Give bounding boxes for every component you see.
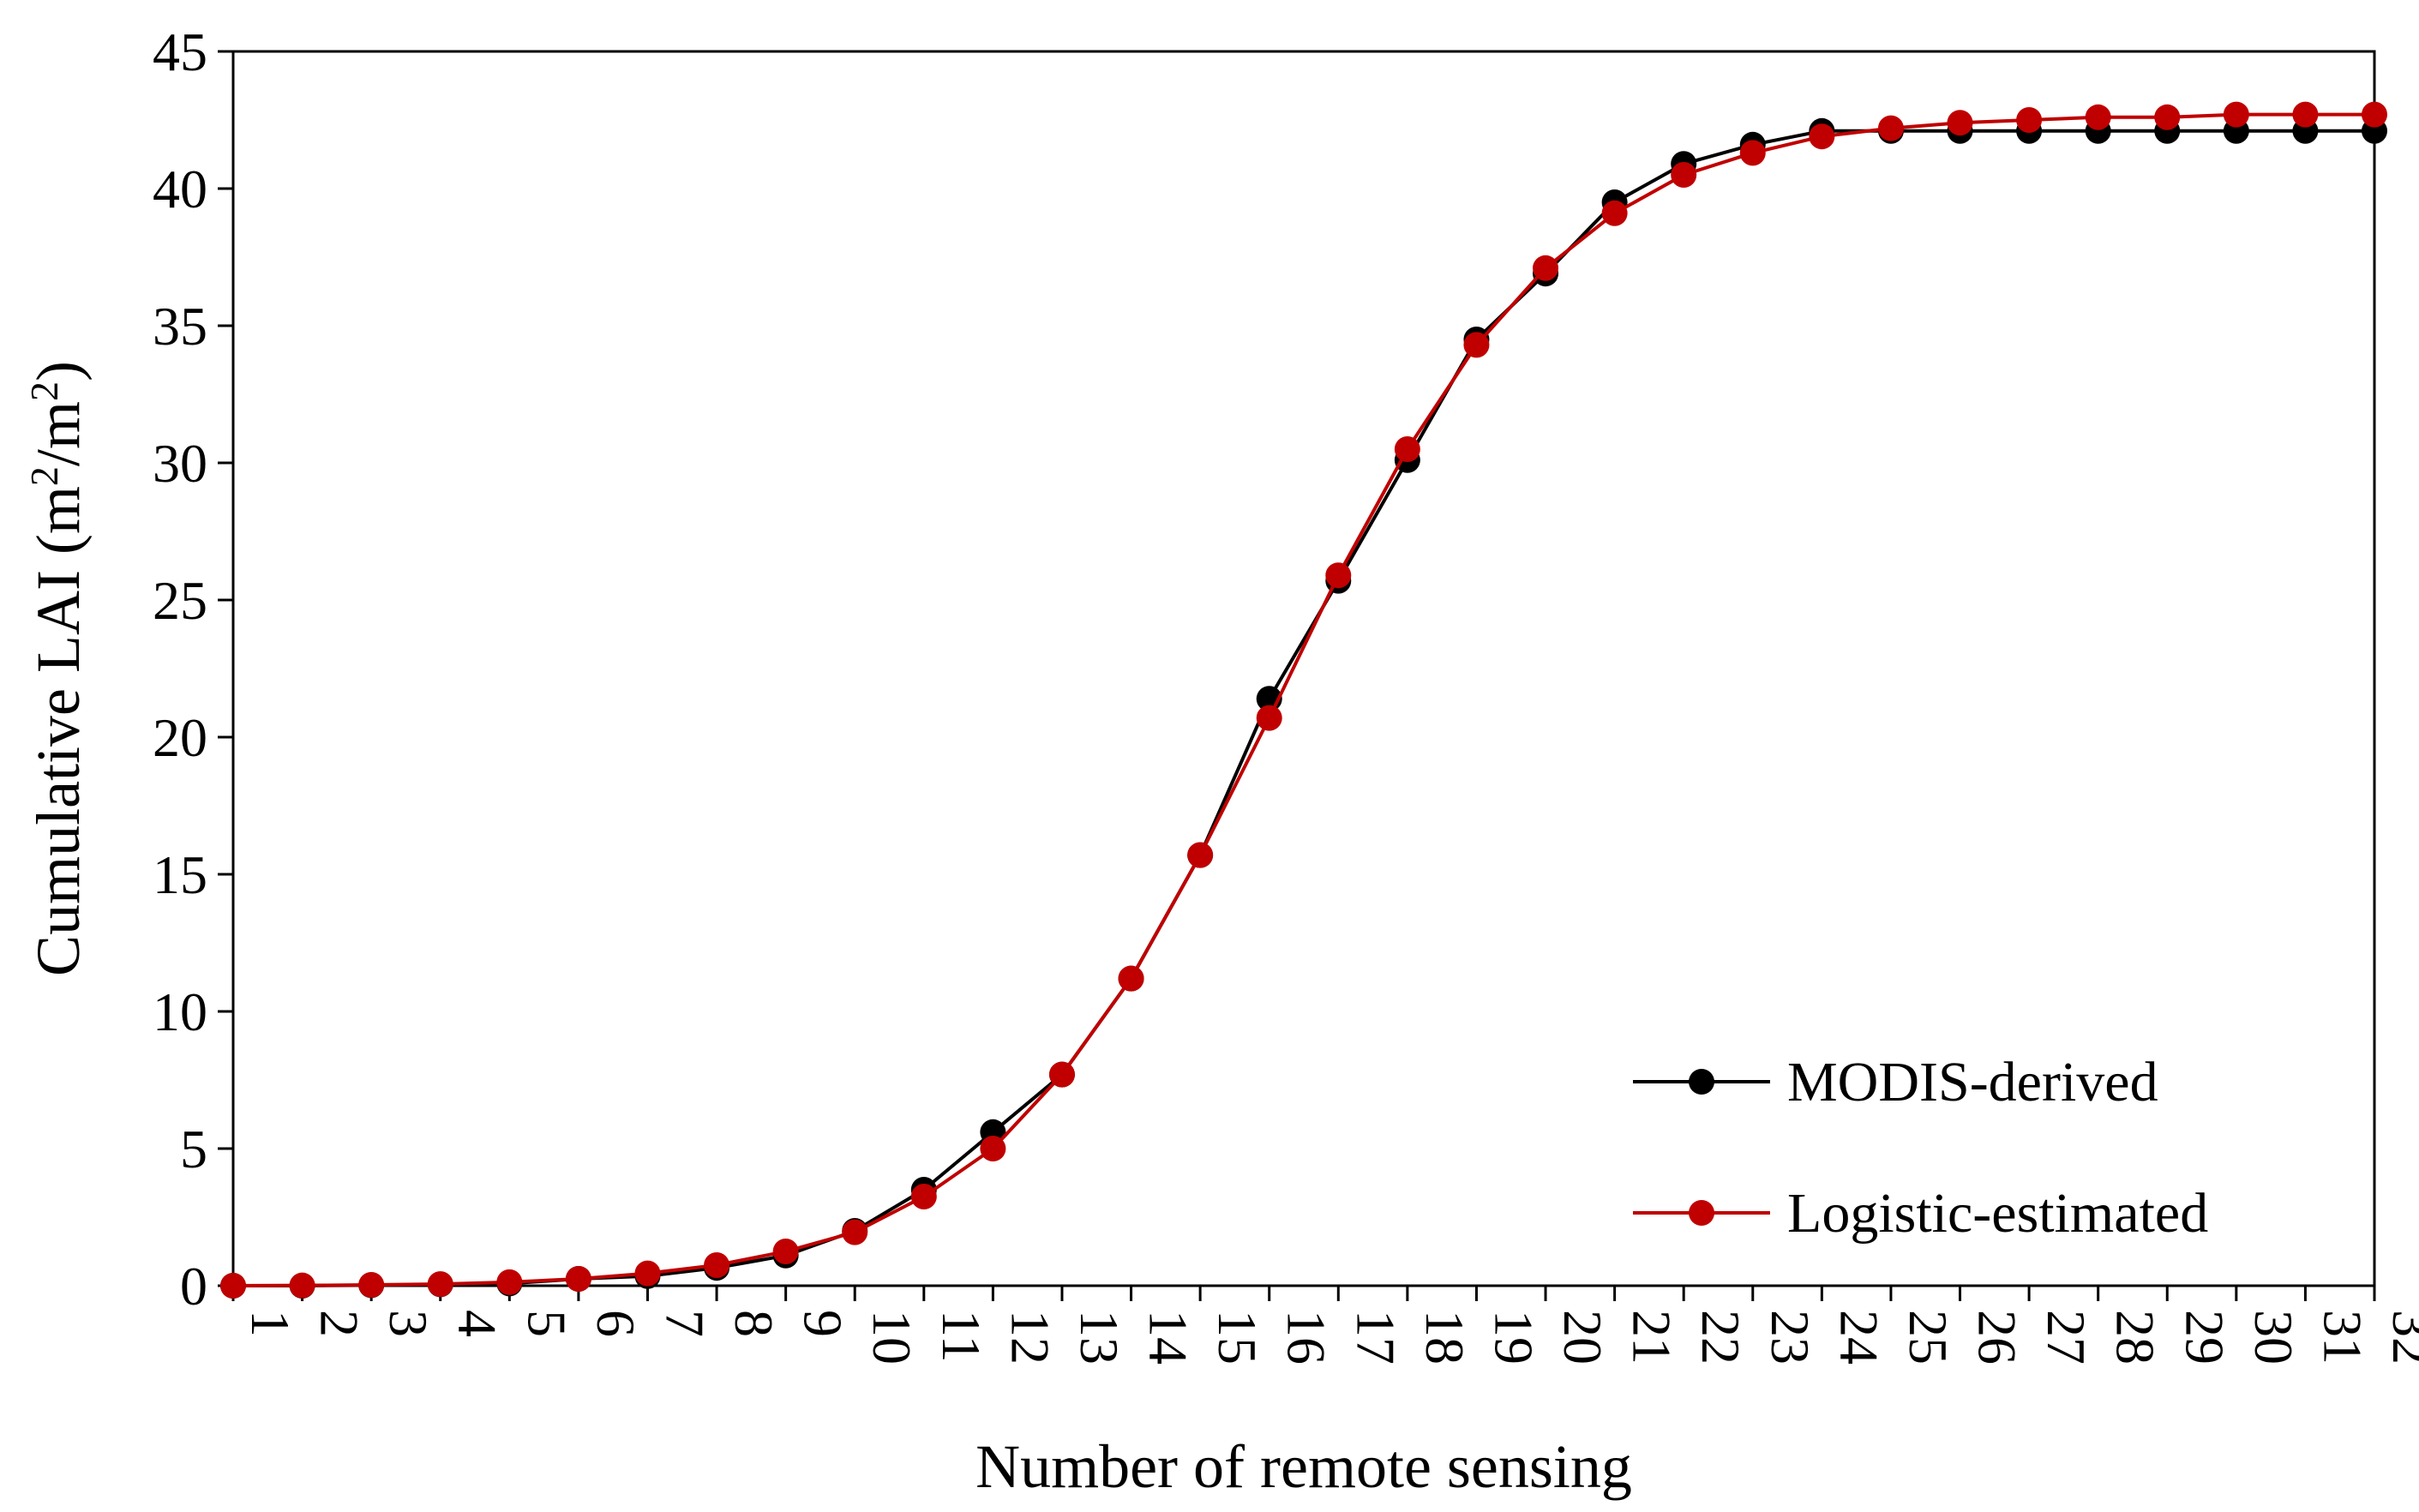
x-tick-label: 17 [1345, 1310, 1406, 1365]
x-tick-label: 18 [1414, 1310, 1475, 1365]
y-tick-label: 45 [153, 21, 207, 82]
legend-item-modis: MODIS-derived [1633, 1051, 2158, 1113]
x-axis: 1 2 3 4 5 6 7 8 9 10 11 12 13 14 15 16 17 18 19 20 21 22 23 24 2… [231, 1286, 2419, 1365]
x-tick-label: 1 [240, 1310, 301, 1337]
x-tick-label: 12 [999, 1310, 1060, 1365]
x-tick-label: 15 [1207, 1310, 1268, 1365]
legend-marker-logistic [1689, 1200, 1714, 1226]
x-tick-label: 28 [2105, 1310, 2166, 1365]
x-tick-label: 31 [2312, 1310, 2373, 1365]
data-point [220, 1273, 246, 1299]
y-axis-title-sup1: 2 [22, 466, 66, 486]
legend-label-modis: MODIS-derived [1787, 1051, 2158, 1113]
data-point [1394, 436, 1420, 462]
x-tick-label: 13 [1069, 1310, 1130, 1365]
y-tick-label: 5 [180, 1119, 207, 1179]
x-tick-label: 23 [1760, 1310, 1821, 1365]
x-tick-label: 19 [1483, 1310, 1544, 1365]
x-tick-label: 10 [861, 1310, 922, 1365]
legend-label-logistic: Logistic-estimated [1787, 1182, 2208, 1245]
x-tick-label: 16 [1276, 1310, 1337, 1365]
x-tick-label: 2 [309, 1310, 370, 1337]
legend-marker-modis [1689, 1069, 1714, 1095]
x-tick-label: 26 [1967, 1310, 2028, 1365]
data-point [1877, 115, 1904, 141]
data-point [2223, 101, 2249, 128]
data-point [1533, 255, 1559, 281]
x-tick-label: 25 [1898, 1310, 1959, 1365]
y-axis-title-mid: /m [24, 401, 93, 466]
series-logistic-estimated [220, 101, 2387, 1299]
legend: MODIS-derived Logistic-estimated [1633, 1051, 2208, 1245]
x-tick-label: 29 [2174, 1310, 2235, 1365]
data-point [1463, 332, 1490, 358]
data-point [565, 1266, 591, 1292]
x-tick-label: 32 [2381, 1310, 2419, 1365]
data-point [980, 1136, 1006, 1161]
data-point [910, 1184, 937, 1209]
data-point [289, 1272, 315, 1299]
data-point [2292, 101, 2319, 128]
x-tick-label: 6 [585, 1310, 646, 1337]
y-tick-label: 20 [153, 707, 207, 768]
data-point [634, 1260, 661, 1287]
y-tick-label: 40 [153, 159, 207, 219]
data-point [842, 1219, 868, 1245]
y-axis-title-prefix: Cumulative LAI (m [24, 486, 93, 976]
data-point [427, 1271, 453, 1298]
x-tick-label: 14 [1138, 1310, 1199, 1365]
x-axis-title: Number of remote sensing [975, 1432, 1632, 1501]
data-point [358, 1272, 385, 1299]
x-tick-label: 4 [447, 1310, 508, 1337]
y-tick-label: 25 [153, 570, 207, 631]
legend-item-logistic: Logistic-estimated [1633, 1182, 2208, 1245]
data-point [2016, 107, 2043, 133]
series-layer [220, 101, 2387, 1299]
x-tick-label: 7 [654, 1310, 715, 1337]
x-tick-label: 27 [2036, 1310, 2097, 1365]
y-tick-label: 35 [153, 296, 207, 357]
x-tick-label: 5 [516, 1310, 577, 1337]
x-tick-label: 22 [1690, 1310, 1751, 1365]
y-axis: 0 5 10 15 20 25 30 35 40 45 [153, 21, 233, 1317]
data-point [496, 1269, 523, 1295]
data-point [1671, 162, 1697, 188]
data-point [2085, 104, 2111, 130]
data-point [1256, 705, 1282, 731]
data-point [1048, 1061, 1075, 1088]
y-tick-label: 0 [180, 1256, 207, 1317]
y-axis-title: Cumulative LAI (m2/m2) [22, 361, 93, 976]
x-tick-label: 3 [378, 1310, 439, 1337]
y-axis-title-sup2: 2 [22, 381, 66, 401]
data-point [772, 1239, 799, 1264]
x-tick-label: 8 [723, 1310, 784, 1337]
data-point [1601, 200, 1628, 226]
data-point [2362, 101, 2387, 128]
y-tick-label: 15 [153, 844, 207, 905]
plot-area [231, 50, 2376, 1287]
data-point [1739, 140, 1766, 166]
x-tick-label: 24 [1828, 1310, 1889, 1365]
x-tick-label: 30 [2243, 1310, 2304, 1365]
x-tick-label: 11 [931, 1310, 992, 1363]
data-point [1947, 110, 1973, 136]
x-tick-label: 21 [1622, 1310, 1683, 1365]
data-point [1118, 965, 1144, 992]
data-point [1187, 842, 1214, 868]
data-point [2154, 104, 2181, 130]
data-point [704, 1252, 730, 1278]
x-tick-label: 9 [793, 1310, 854, 1337]
y-tick-label: 10 [153, 981, 207, 1042]
data-point [1325, 562, 1352, 589]
y-axis-title-suffix: ) [24, 361, 93, 381]
data-point [1809, 123, 1835, 150]
x-tick-label: 20 [1552, 1310, 1613, 1365]
y-tick-label: 30 [153, 433, 207, 494]
